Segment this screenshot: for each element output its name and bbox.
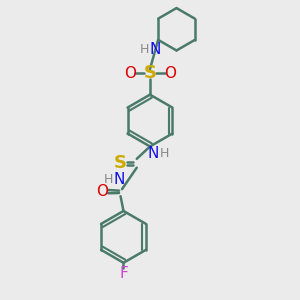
Text: H: H (103, 173, 113, 186)
Text: N: N (149, 42, 161, 57)
Text: H: H (140, 43, 149, 56)
Text: N: N (148, 146, 159, 161)
Text: N: N (113, 172, 124, 187)
Text: O: O (164, 66, 176, 81)
Text: S: S (143, 64, 157, 82)
Text: H: H (160, 147, 169, 160)
Text: O: O (96, 184, 108, 199)
Text: S: S (114, 154, 127, 172)
Text: F: F (119, 266, 128, 280)
Text: O: O (124, 66, 136, 81)
